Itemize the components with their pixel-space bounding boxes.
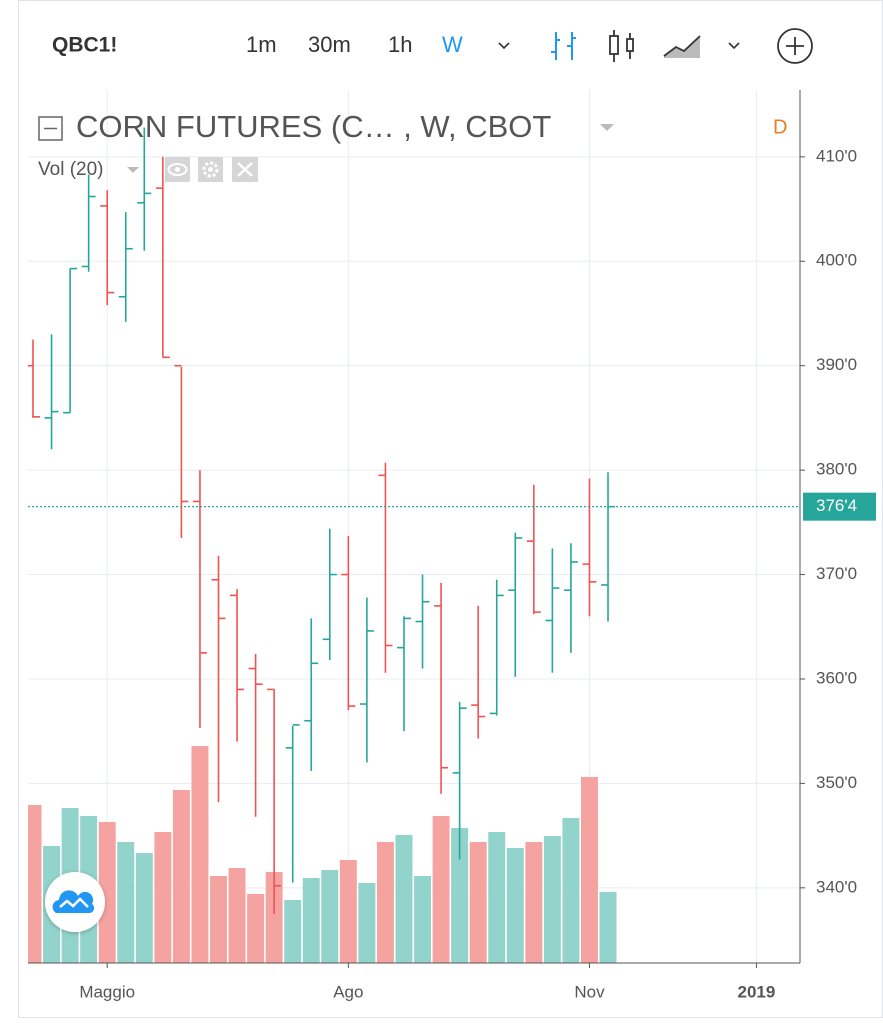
axes: 340'0 350'0 360'0 370'0 380'0 390'0 400'0 410'0… [79,146,876,1001]
style-dropdown[interactable] [728,42,740,50]
y-tick-label: 370'0 [816,564,857,583]
interval-button[interactable]: 1m [246,32,277,57]
last-price-label: 376'4 [816,496,857,515]
collapse-icon[interactable] [38,116,63,141]
volume-bar [172,790,190,963]
volume-bar [562,818,580,963]
x-tick-label: Nov [574,982,605,1001]
badge: D [773,116,787,138]
volume-dropdown[interactable] [127,167,139,173]
volume-bar [284,900,302,963]
volume-bar [98,822,116,963]
y-tick-label: 340'0 [816,877,857,896]
volume-bar [228,868,246,963]
volume-bar [265,872,283,963]
volume-bar [506,848,524,963]
area-style-icon[interactable] [663,35,701,58]
candle-style-icon[interactable] [609,30,634,62]
volume-bar [395,835,413,963]
volume-legend: Vol (20) [38,159,103,180]
x-tick-label: 2019 [737,982,775,1001]
symbol[interactable]: QBC1! [52,34,117,57]
interval-button[interactable]: 1h [388,32,412,57]
add-button[interactable] [777,28,813,64]
settings-button[interactable] [198,157,223,182]
volume-bar [543,836,561,963]
volume-bar [451,828,469,963]
volume-bar [135,853,153,963]
y-tick-label: 400'0 [816,251,857,270]
x-tick-label: Ago [333,982,363,1001]
volume-bar [302,878,320,963]
volume-bar [358,883,376,963]
volume-bar [339,860,357,963]
volume-bar [154,832,172,963]
y-tick-label: 350'0 [816,773,857,792]
y-tick-label: 410'0 [816,146,857,165]
volume-bar [432,816,450,963]
volume-bar [321,870,339,963]
volume-bar [580,777,598,963]
title-dropdown[interactable] [600,124,614,131]
volume-bar [414,876,432,963]
intervals: 1m 30m 1h W [246,32,463,57]
interval-dropdown[interactable] [498,42,510,50]
remove-button[interactable] [232,157,258,182]
last-price-box [803,492,876,521]
legend-title: CORN FUTURES (C… , W, CBOT [76,109,551,144]
volume-bar [525,842,543,963]
y-tick-label: 390'0 [816,355,857,374]
volume-bar [28,805,42,963]
interval-button[interactable]: W [442,32,463,57]
volume-bar [376,842,394,963]
bar-style-icon[interactable] [551,32,576,60]
volume-bar [599,892,617,963]
interval-button[interactable]: 30m [308,32,351,57]
logo[interactable] [45,872,105,932]
x-tick-label: Maggio [79,982,135,1001]
volume-bar [191,746,209,963]
y-tick-label: 360'0 [816,668,857,687]
plot-area [28,127,800,963]
volume-bar [488,832,506,963]
volume-bar [117,842,135,963]
y-tick-label: 380'0 [816,460,857,479]
volume-bar [247,894,265,963]
eye-button[interactable] [165,157,190,182]
volume-bar [469,842,487,963]
volume-bar [210,876,227,963]
